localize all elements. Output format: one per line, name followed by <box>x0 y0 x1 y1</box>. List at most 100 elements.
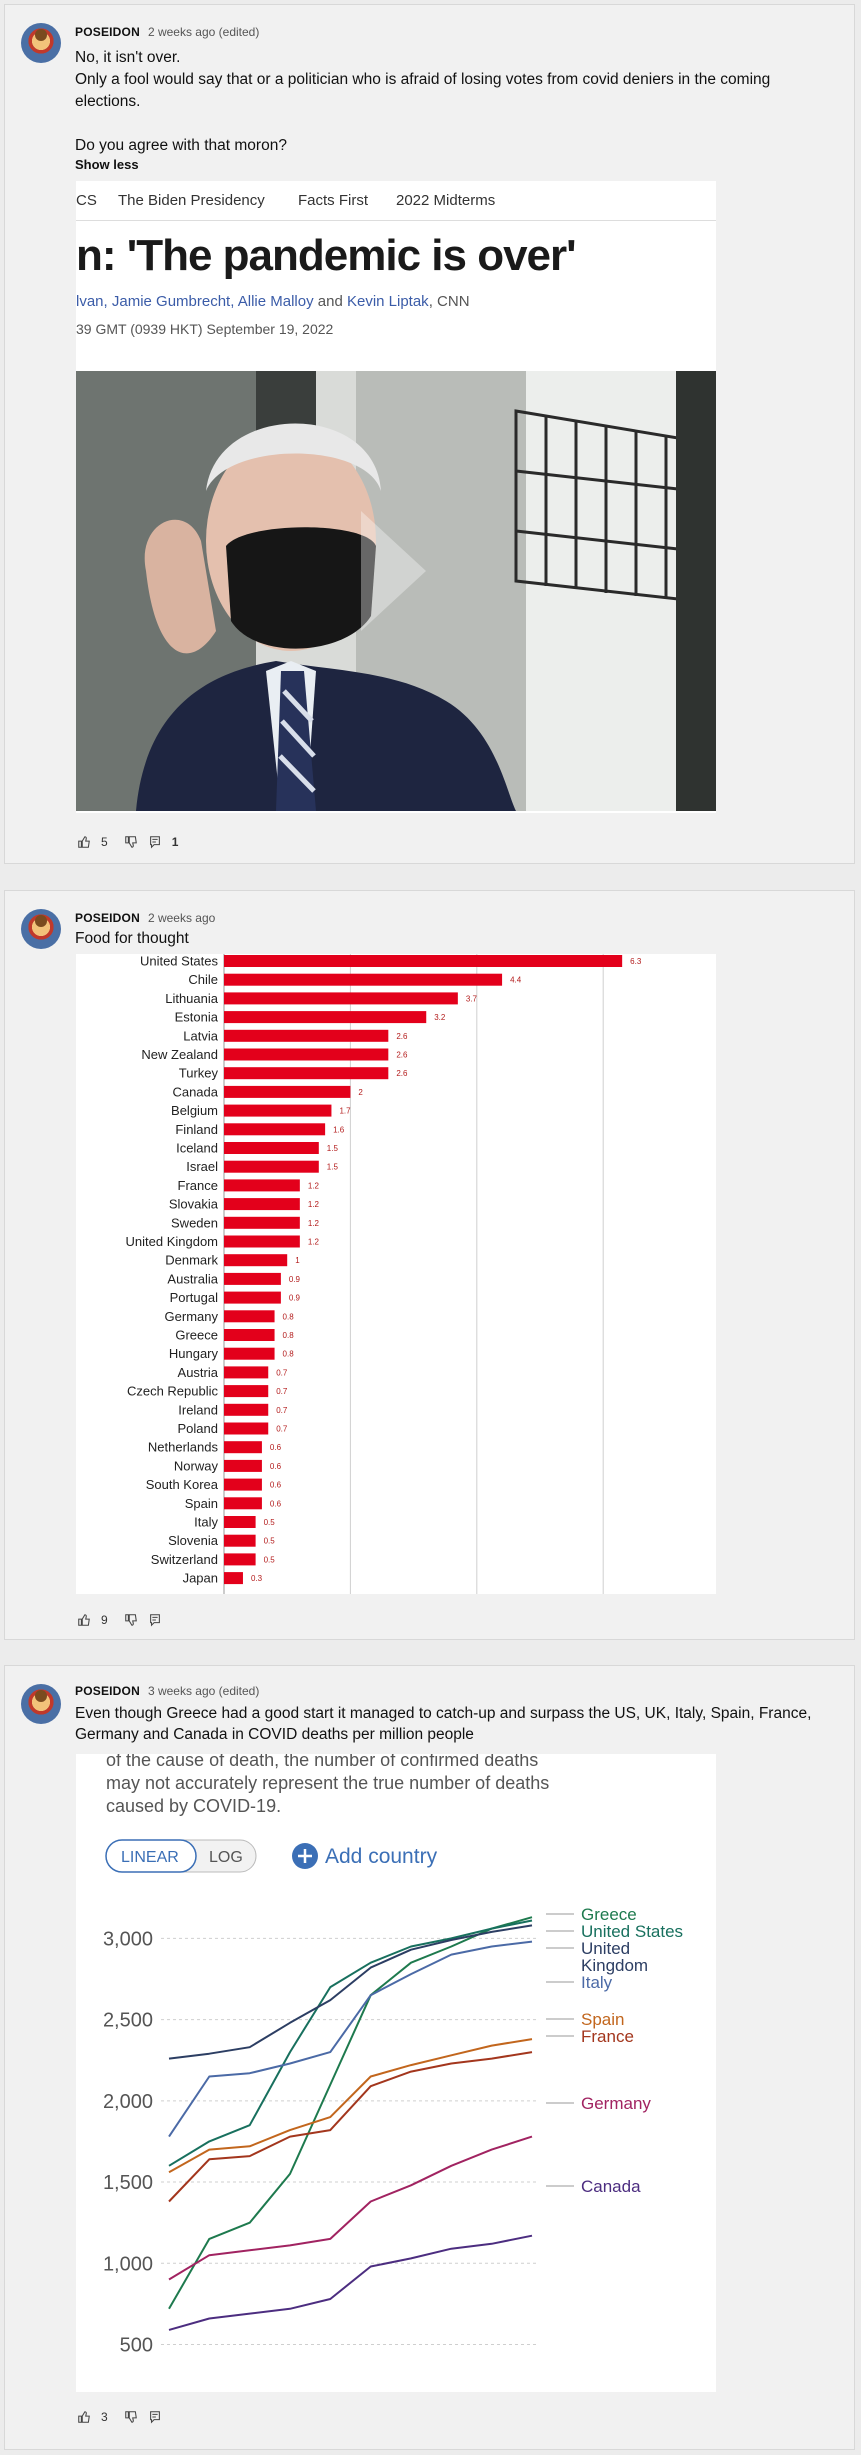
category-label: Canada <box>172 1084 218 1099</box>
series-line <box>168 2234 533 2331</box>
category-label: Turkey <box>179 1066 219 1081</box>
comment-actions: 9 <box>77 1613 162 1627</box>
value-label: 0.7 <box>276 1387 288 1396</box>
value-label: 1 <box>295 1256 300 1265</box>
reply-icon[interactable] <box>148 835 162 849</box>
comment-actions: 3 <box>77 2410 162 2424</box>
news-dateline: 39 GMT (0939 HKT) September 19, 2022 <box>76 321 334 337</box>
reply-icon[interactable] <box>148 2410 162 2424</box>
byline-and: and <box>317 293 343 310</box>
line-chart: of the cause of death, the number of con… <box>103 1754 683 2357</box>
value-label: 0.8 <box>283 1331 295 1340</box>
thumbs-down-icon[interactable] <box>124 1613 138 1627</box>
value-label: 2.6 <box>396 1051 408 1060</box>
nav-item: Facts First <box>298 192 368 209</box>
bar <box>224 1366 269 1379</box>
legend-label: Kingdom <box>581 1956 648 1975</box>
author-name[interactable]: POSEIDON <box>75 1684 140 1698</box>
attached-image-bar-chart[interactable]: United States 6.3 Chile 4.4 Lithuania 3.7 Esto… <box>76 954 716 1594</box>
category-label: France <box>178 1178 218 1193</box>
value-label: 2.6 <box>396 1032 408 1041</box>
value-label: 4.4 <box>510 976 522 985</box>
comment-text: Even though Greece had a good start it m… <box>75 1703 815 1745</box>
like-count: 3 <box>101 2410 108 2424</box>
value-label: 1.2 <box>308 1181 320 1190</box>
comment-line: Food for thought <box>75 930 189 947</box>
category-label: New Zealand <box>141 1047 218 1062</box>
legend-label: France <box>581 2027 634 2046</box>
bar <box>224 1441 262 1454</box>
photo-illustration <box>76 371 716 811</box>
bar <box>224 1553 256 1566</box>
bar <box>224 1216 300 1229</box>
add-country-button[interactable]: Add country <box>292 1843 438 1869</box>
category-label: United States <box>140 954 219 969</box>
author-name[interactable]: POSEIDON <box>75 25 140 39</box>
category-label: Israel <box>186 1159 218 1174</box>
attached-image-line-chart[interactable]: of the cause of death, the number of con… <box>76 1754 716 2392</box>
comment-text: Food for thought <box>75 928 815 950</box>
y-tick-label: 500 <box>120 2335 153 2357</box>
value-label: 2.6 <box>396 1069 408 1078</box>
news-byline: lvan, Jamie Gumbrecht, Allie Malloy and … <box>76 293 470 310</box>
category-label: Belgium <box>171 1103 218 1118</box>
bar <box>224 1310 275 1323</box>
bar <box>224 1142 319 1154</box>
category-label: Greece <box>175 1328 218 1343</box>
bar <box>224 1011 427 1024</box>
log-label[interactable]: LOG <box>209 1849 243 1866</box>
category-label: Denmark <box>165 1253 218 1268</box>
bar <box>224 955 623 967</box>
avatar[interactable] <box>21 909 61 949</box>
category-label: Japan <box>183 1571 218 1586</box>
legend-label: Greece <box>581 1905 637 1924</box>
bar <box>224 1403 269 1416</box>
avatar[interactable] <box>21 1684 61 1724</box>
value-label: 6.3 <box>630 957 642 966</box>
legend-label: United States <box>581 1922 683 1941</box>
value-label: 1.5 <box>327 1163 339 1172</box>
show-less-link[interactable]: Show less <box>75 157 139 172</box>
category-label: Australia <box>167 1271 218 1286</box>
value-label: 0.7 <box>276 1425 288 1434</box>
add-country-label[interactable]: Add country <box>325 1845 438 1868</box>
timestamp[interactable]: 2 weeks ago <box>147 911 216 925</box>
value-label: 1.2 <box>308 1200 320 1209</box>
timestamp[interactable]: 3 weeks ago (edited) <box>147 1684 260 1698</box>
category-label: Sweden <box>171 1215 218 1230</box>
value-label: 0.5 <box>264 1537 276 1546</box>
y-tick-label: 2,500 <box>103 2010 153 2032</box>
bar <box>224 1478 262 1491</box>
linear-label[interactable]: LINEAR <box>121 1849 179 1866</box>
value-label: 0.9 <box>289 1275 301 1284</box>
avatar[interactable] <box>21 23 61 63</box>
thumbs-down-icon[interactable] <box>124 2410 138 2424</box>
reply-icon[interactable] <box>148 1613 162 1627</box>
bar <box>224 1254 288 1267</box>
timestamp[interactable]: 2 weeks ago (edited) <box>147 25 260 39</box>
linear-toggle[interactable] <box>105 1839 197 1873</box>
attached-image-news[interactable]: CS The Biden Presidency Facts First 2022… <box>76 181 716 813</box>
series-line <box>168 2051 533 2203</box>
thumbs-up-icon[interactable] <box>77 1613 91 1627</box>
thumbs-up-icon[interactable] <box>77 2410 91 2424</box>
category-label: Latvia <box>183 1028 218 1043</box>
author-name[interactable]: POSEIDON <box>75 911 140 925</box>
thumbs-up-icon[interactable] <box>77 835 91 849</box>
thumbs-down-icon[interactable] <box>124 835 138 849</box>
comment-meta: POSEIDON 3 weeks ago (edited) <box>75 1684 259 1698</box>
bar <box>224 1067 389 1080</box>
news-photo <box>76 371 716 811</box>
like-count: 9 <box>101 1613 108 1627</box>
bar <box>224 1085 351 1098</box>
comment-text: No, it isn't over. Only a fool would say… <box>75 47 815 157</box>
y-tick-label: 2,000 <box>103 2091 153 2113</box>
scale-toggle[interactable]: LINEAR LOG <box>105 1839 257 1873</box>
comment-line: Do you agree with that moron? <box>75 137 287 154</box>
value-label: 0.3 <box>251 1574 263 1583</box>
comment-line: Germany and Canada in COVID deaths per m… <box>75 1726 474 1743</box>
category-label: Iceland <box>176 1141 218 1156</box>
category-label: Czech Republic <box>127 1384 219 1399</box>
bar <box>224 1198 300 1211</box>
bar <box>224 1329 275 1341</box>
